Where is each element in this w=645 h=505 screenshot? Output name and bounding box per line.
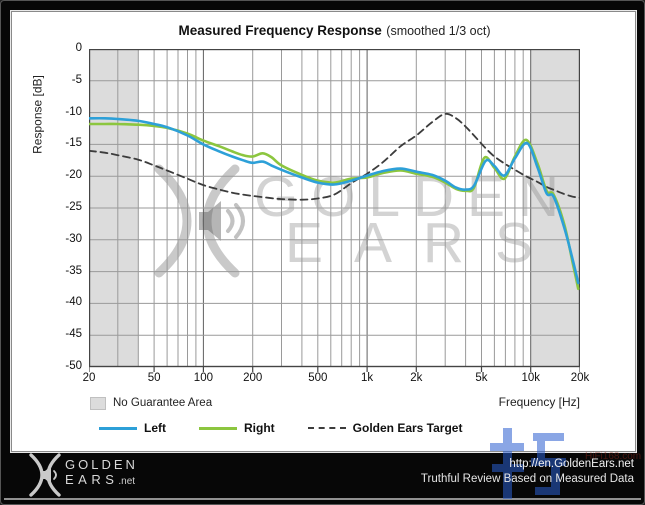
legend-item-left: Left (99, 421, 166, 435)
y-tick-label: -20 (65, 169, 82, 182)
right-line-sample (199, 426, 237, 430)
stamp-watermark (490, 428, 568, 499)
y-tick-label: -25 (65, 201, 82, 213)
x-tick-label: 20k (570, 372, 590, 384)
x-tick-label: 20 (82, 372, 96, 384)
y-tick-label: -40 (65, 296, 82, 309)
series-left (89, 116, 580, 285)
x-tick-label: 1k (360, 372, 374, 384)
x-axis-label: Frequency [Hz] (498, 395, 580, 409)
logo-line2: EARS.net (65, 472, 136, 487)
x-tick-label: 100 (193, 372, 213, 384)
site-tagline: Truthful Review Based on Measured Data (420, 473, 634, 485)
no-guarantee-swatch (90, 396, 106, 410)
stamp-watermark-text: HiFi168.com (585, 451, 642, 462)
x-tick-label: 200 (243, 372, 263, 384)
left-line-sample (99, 426, 137, 430)
y-tick-label: 0 (75, 42, 82, 54)
goldenears-logo-text: GOLDEN EARS.net (65, 457, 138, 489)
plot-border (89, 49, 580, 368)
watermark: GOLDEN EARS (154, 164, 559, 278)
plot-area: GOLDEN EARS (89, 49, 580, 372)
legend-label-right: Right (244, 421, 275, 435)
logo-line1: GOLDEN (65, 457, 138, 472)
target-line-sample (307, 427, 346, 429)
legend-label-target: Golden Ears Target (352, 421, 463, 435)
y-tick-label: -35 (65, 264, 82, 277)
y-tick-label: -10 (65, 105, 82, 118)
goldenears-logo-icon (29, 453, 61, 497)
series-golden-ears-target (89, 112, 580, 201)
logo-suffix: .net (118, 476, 136, 487)
x-tick-label: 50 (147, 372, 161, 384)
grid-lines (89, 49, 580, 367)
chart-title: Measured Frequency Response (smoothed 1/… (89, 22, 580, 40)
x-tick-label: 5k (475, 372, 488, 384)
legend-item-right: Right (199, 421, 275, 435)
x-tick-label: 10k (521, 372, 540, 384)
chart-title-sub: (smoothed 1/3 oct) (386, 24, 491, 38)
y-tick-label: -30 (65, 232, 82, 245)
bottom-bevel (4, 498, 641, 500)
x-tick-label: 500 (308, 372, 328, 384)
no-guarantee-legend: No Guarantee Area (90, 395, 212, 411)
legend-item-target: Golden Ears Target (307, 421, 463, 435)
footer-credits: http://en.GoldenEars.net Truthful Review… (421, 457, 634, 487)
chart-panel: Measured Frequency Response (smoothed 1/… (11, 11, 636, 452)
series-right (89, 122, 580, 291)
data-series (89, 112, 580, 291)
no-guarantee-label: No Guarantee Area (113, 397, 213, 409)
series-legend: Left Right Golden Ears Target (99, 419, 495, 437)
x-tick-label: 2k (410, 372, 423, 384)
watermark-text-ears: EARS (285, 211, 533, 275)
legend-label-left: Left (144, 421, 166, 435)
y-tick-label: -5 (71, 73, 82, 86)
plot-frame (89, 49, 580, 372)
y-tick-label: -50 (65, 360, 82, 372)
site-url: http://en.GoldenEars.net (509, 458, 634, 470)
y-tick-label: -45 (65, 328, 82, 341)
chart-title-main: Measured Frequency Response (178, 23, 382, 38)
y-tick-label: -15 (65, 137, 82, 150)
